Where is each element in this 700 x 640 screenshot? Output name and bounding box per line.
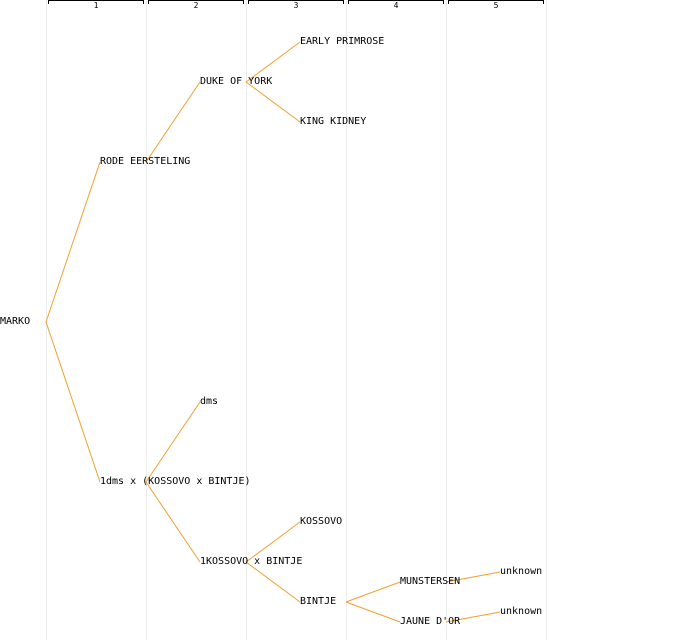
pedigree-edge — [145, 401, 201, 483]
generation-label: 1 — [93, 1, 99, 10]
generation-label: 4 — [393, 1, 399, 10]
pedigree-node: unknown — [500, 566, 543, 577]
pedigree-edge — [345, 601, 401, 623]
pedigree-edge — [45, 161, 101, 323]
pedigree-node: BINTJE — [300, 596, 337, 607]
generation-label: 5 — [493, 1, 499, 10]
pedigree-node: JAUNE D'OR — [400, 616, 461, 627]
generation-bracket — [448, 0, 544, 4]
pedigree-node: RODE EERSTELING — [100, 156, 191, 167]
pedigree-node: MUNSTERSEN — [400, 576, 461, 587]
pedigree-node: unknown — [500, 606, 543, 617]
generation-bracket — [148, 0, 244, 4]
generation-bracket — [348, 0, 444, 4]
pedigree-node: dms — [200, 396, 219, 407]
generation-label: 3 — [293, 1, 299, 10]
pedigree-edge — [245, 81, 301, 123]
pedigree-node: KING KIDNEY — [300, 116, 367, 127]
pedigree-edge — [445, 611, 501, 623]
pedigree-node: 1dms x (KOSSOVO x BINTJE) — [100, 476, 251, 487]
pedigree-node: KOSSOVO — [300, 516, 343, 527]
pedigree-edge — [245, 521, 301, 563]
pedigree-edge — [345, 581, 401, 603]
generation-label: 2 — [193, 1, 199, 10]
pedigree-edge — [245, 41, 301, 83]
pedigree-node: MARKO — [0, 316, 31, 327]
generation-separator — [546, 0, 547, 640]
pedigree-edge — [145, 481, 201, 563]
generation-separator — [246, 0, 247, 640]
generation-separator — [346, 0, 347, 640]
pedigree-node: EARLY PRIMROSE — [300, 36, 385, 47]
generation-separator — [146, 0, 147, 640]
pedigree-edge — [445, 571, 501, 583]
generation-bracket — [48, 0, 144, 4]
pedigree-node: DUKE OF YORK — [200, 76, 273, 87]
generation-separator — [446, 0, 447, 640]
pedigree-edge — [145, 81, 201, 163]
pedigree-node: 1KOSSOVO x BINTJE — [200, 556, 303, 567]
pedigree-edge — [45, 321, 101, 483]
pedigree-edge — [245, 561, 301, 603]
generation-bracket — [248, 0, 344, 4]
